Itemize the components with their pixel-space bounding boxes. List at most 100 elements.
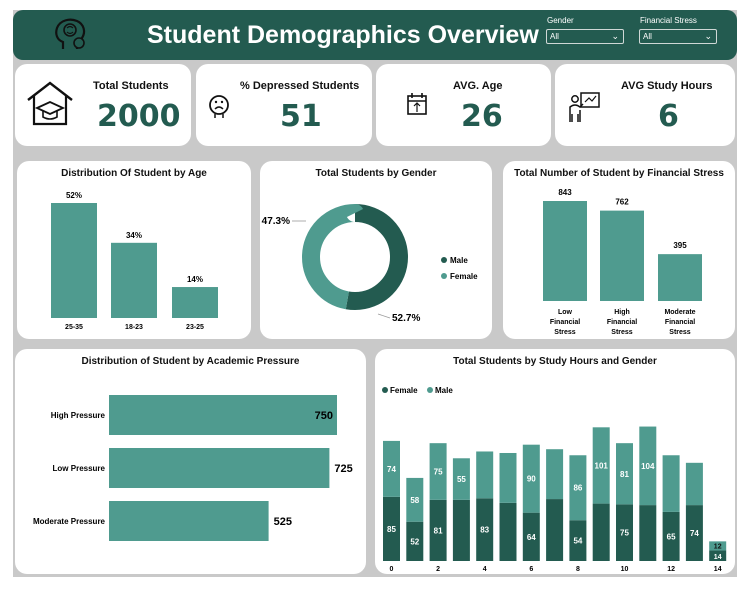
kpi-value: 51: [280, 99, 322, 134]
x-tick-label: Moderate: [664, 309, 695, 316]
chevron-down-icon: ⌄: [704, 31, 712, 41]
leader-line: [377, 313, 391, 319]
bar-male: [452, 458, 470, 500]
data-label: 47.3%: [262, 216, 290, 227]
kpi-title: % Depressed Students: [240, 80, 360, 92]
data-label: 74: [387, 465, 396, 474]
x-tick-label: 14: [714, 566, 722, 573]
chart-title: Total Number of Student by Financial Str…: [514, 168, 724, 179]
x-tick-label: 0: [390, 566, 394, 573]
bar-male: [709, 541, 727, 551]
x-tick-label: Financial: [607, 319, 637, 326]
data-label: 725: [334, 463, 352, 475]
data-label: 90: [527, 475, 536, 484]
data-label: 52: [410, 537, 419, 546]
bar: [600, 210, 644, 301]
bar-male: [383, 440, 400, 497]
bar-female: [662, 511, 680, 561]
bar-female: [592, 503, 610, 561]
kpi-card-total-students: Total Students 2000: [15, 64, 191, 146]
academic-pressure-bar-chart: High Pressure 750 Low Pressure 725 Moderate …: [33, 395, 353, 541]
legend-label: Female: [390, 386, 418, 395]
data-label: 101: [595, 461, 609, 470]
financial-stress-slicer-label: Financial Stress: [640, 16, 697, 25]
data-label: 14: [714, 554, 722, 561]
bar-male: [685, 462, 703, 506]
bar-male: [662, 455, 680, 512]
bar-female: [452, 499, 470, 561]
gender-slicer-label: Gender: [547, 16, 574, 25]
data-label: 395: [673, 241, 687, 250]
bar-male: [429, 443, 447, 500]
gender-donut-chart: 47.3% 52.7% Male Female: [262, 204, 478, 324]
x-tick-label: High: [614, 309, 630, 316]
data-label: 750: [315, 410, 333, 422]
data-label: 83: [480, 526, 489, 535]
x-tick-label: Stress: [554, 329, 576, 336]
y-tick-label: Low Pressure: [53, 464, 106, 473]
bar-female: [429, 499, 447, 561]
bar-male: [499, 452, 517, 503]
calendar-icon: [407, 93, 427, 115]
kpi-title: Total Students: [93, 80, 169, 92]
legend-label: Female: [450, 272, 478, 281]
data-label: 52.7%: [392, 313, 420, 324]
data-label: 75: [620, 529, 629, 538]
x-tick-label: Stress: [669, 329, 691, 336]
bar-male: [639, 426, 657, 506]
bar-female: [685, 505, 703, 561]
x-tick-label: Low: [558, 309, 573, 316]
bar: [658, 254, 702, 301]
financial-stress-slicer[interactable]: All ⌄: [639, 29, 717, 44]
study-hours-stacked-chart: Female Male857452588175558364905486101758…: [382, 386, 727, 573]
chart-title: Distribution of Student by Academic Pres…: [81, 356, 300, 367]
bar: [172, 287, 218, 318]
financial-stress-card: Total Number of Student by Financial Str…: [503, 161, 735, 339]
bar-female: [499, 502, 517, 561]
house-graduation-cap-icon: [27, 81, 73, 126]
chevron-down-icon: ⌄: [611, 31, 619, 41]
x-tick-label: Stress: [611, 329, 633, 336]
x-tick-label: 2: [436, 566, 440, 573]
x-tick-label: 12: [667, 566, 675, 573]
data-label: 104: [641, 462, 655, 471]
data-label: 34%: [126, 231, 142, 240]
x-tick-label: 23-25: [186, 324, 204, 331]
bar-male: [522, 444, 540, 513]
teacher-board-icon: [569, 92, 600, 122]
kpi-value: 6: [658, 99, 679, 134]
data-label: 14%: [187, 275, 203, 284]
chart-title: Distribution Of Student by Age: [61, 168, 207, 179]
gender-slicer[interactable]: All ⌄: [546, 29, 624, 44]
bar-female: [383, 496, 400, 561]
data-label: 75: [434, 467, 443, 476]
kpi-card-avg-age: AVG. Age 26: [376, 64, 551, 146]
bar-female: [569, 520, 587, 561]
data-label: 12: [714, 543, 722, 550]
data-label: 843: [558, 188, 572, 197]
data-label: 54: [573, 537, 582, 546]
data-label: 81: [620, 470, 629, 479]
x-tick-label: 25-35: [65, 324, 83, 331]
bar-male: [406, 477, 424, 522]
bar: [111, 242, 157, 318]
gender-slicer-value: All: [550, 32, 559, 41]
bar-male: [569, 455, 587, 521]
sad-head-icon: [209, 95, 229, 118]
y-tick-label: Moderate Pressure: [33, 517, 106, 526]
bar-male: [546, 449, 564, 500]
bar-female: [709, 550, 727, 561]
x-tick-label: 6: [529, 566, 533, 573]
data-label: 81: [434, 526, 443, 535]
y-tick-label: High Pressure: [51, 411, 106, 420]
chart-title: Total Students by Gender: [315, 168, 437, 179]
study-hours-card: Total Students by Study Hours and Gender…: [375, 349, 735, 574]
data-label: 58: [410, 496, 419, 505]
legend-marker: [382, 387, 388, 393]
data-label: 85: [387, 525, 396, 534]
kpi-card-depressed-students: % Depressed Students 51: [196, 64, 372, 146]
header-bar: Student Demographics Overview Gender All…: [13, 10, 737, 60]
dashboard-canvas: Student Demographics Overview Gender All…: [13, 10, 737, 577]
legend-marker: [441, 273, 447, 279]
legend-label: Male: [435, 386, 453, 395]
